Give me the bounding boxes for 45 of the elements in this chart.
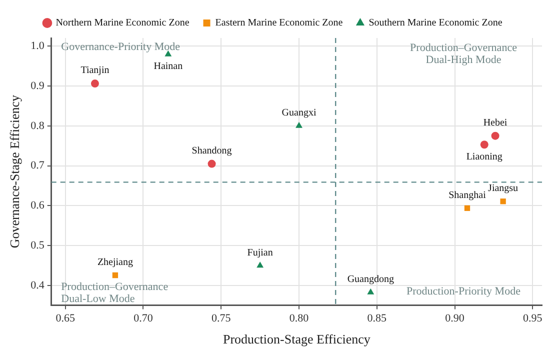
y-tick-label: 0.8: [30, 120, 45, 132]
y-tick-label: 1.0: [30, 40, 45, 52]
annotation: Zhejiang: [97, 256, 133, 268]
point: [296, 122, 302, 128]
annotation: Production-Priority Mode: [406, 286, 521, 298]
annotation: Liaoning: [466, 151, 502, 162]
point: [480, 140, 488, 149]
y-tick-label: 0.7: [30, 160, 45, 172]
annotation: Shanghai: [448, 190, 486, 201]
y-tick-label: 0.9: [30, 80, 45, 92]
annotation: Hainan: [154, 61, 183, 72]
point: [256, 262, 264, 268]
annotation: Production–Governance Dual-High Mode: [410, 42, 518, 66]
x-tick-label: 0.85: [367, 312, 388, 325]
x-tick-label: 0.90: [445, 312, 465, 325]
annotation: Guangdong: [347, 274, 394, 286]
annotation: Fujian: [247, 247, 273, 258]
y-tick-label: 0.6: [30, 200, 45, 212]
x-tick-label: 0.65: [56, 312, 76, 325]
annotation: Jiangsu: [488, 182, 518, 194]
legend-label: Eastern Marine Economic Zone: [215, 18, 344, 29]
x-tick-label: 0.80: [289, 312, 310, 325]
point: [491, 132, 500, 140]
x-axis-title: Production-Stage Efficiency: [222, 332, 371, 347]
point: [164, 50, 172, 56]
point: [367, 288, 374, 294]
legend-label: Northern Marine Economic Zone: [56, 18, 190, 29]
x-tick-label: 0.70: [134, 312, 154, 325]
point: [112, 272, 118, 278]
annotation: Production–Governance Dual-Low Mode: [61, 281, 168, 306]
point: [464, 205, 470, 211]
annotation: Tianjin: [80, 65, 110, 76]
x-tick-label: 0.95: [523, 312, 543, 325]
y-tick-label: 0.5: [30, 240, 45, 252]
point: [500, 198, 506, 204]
annotation: Governance-Priority Mode: [61, 41, 180, 54]
y-tick-label: 0.4: [30, 280, 45, 292]
point: [208, 160, 216, 168]
point: [90, 80, 99, 88]
x-tick-label: 0.75: [212, 312, 232, 325]
annotation: Hebei: [483, 117, 508, 128]
annotation: Guangxi: [282, 107, 316, 118]
y-axis-title: Governance-Stage Efficiency: [7, 94, 22, 248]
annotation: Shandong: [192, 145, 232, 156]
legend-label: Southern Marine Economic Zone: [368, 18, 503, 29]
